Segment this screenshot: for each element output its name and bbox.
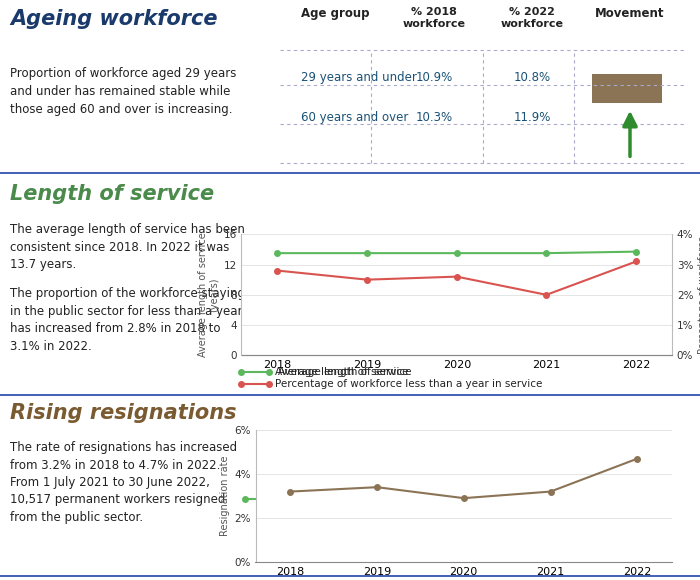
Text: Movement: Movement (595, 7, 665, 20)
Text: Ageing workforce: Ageing workforce (10, 9, 218, 29)
Text: 10.8%: 10.8% (513, 71, 551, 84)
Y-axis label: Resignation rate: Resignation rate (220, 456, 230, 536)
Text: 60 years and over: 60 years and over (301, 111, 408, 125)
Y-axis label: Average length of service
(years): Average length of service (years) (197, 233, 219, 357)
Text: Rising resignations: Rising resignations (10, 403, 237, 423)
Text: % 2018
workforce: % 2018 workforce (402, 7, 466, 28)
Text: Average length of service: Average length of service (278, 367, 412, 377)
Text: The average length of service has been
consistent since 2018. In 2022 it was
13.: The average length of service has been c… (10, 223, 246, 271)
Text: Proportion of workforce aged 29 years
and under has remained stable while
those : Proportion of workforce aged 29 years an… (10, 67, 237, 116)
Text: From 1 July 2021 to 30 June 2022,
10,517 permanent workers resigned
from the pub: From 1 July 2021 to 30 June 2022, 10,517… (10, 476, 226, 524)
Text: Percentage of workforce less than a year in service: Percentage of workforce less than a year… (275, 379, 542, 389)
Text: The proportion of the workforce staying
in the public sector for less than a yea: The proportion of the workforce staying … (10, 287, 246, 353)
Text: Age group: Age group (301, 7, 370, 20)
Text: The rate of resignations has increased
from 3.2% in 2018 to 4.7% in 2022.: The rate of resignations has increased f… (10, 441, 237, 472)
Text: 29 years and under: 29 years and under (301, 71, 417, 84)
FancyBboxPatch shape (592, 74, 662, 103)
Text: Average length of service: Average length of service (275, 367, 409, 377)
Text: 10.3%: 10.3% (415, 111, 453, 125)
Y-axis label: Percentage of workforce: Percentage of workforce (697, 235, 700, 354)
Text: 10.9%: 10.9% (415, 71, 453, 84)
Text: 11.9%: 11.9% (513, 111, 551, 125)
Text: Length of service: Length of service (10, 183, 215, 204)
Text: % 2022
workforce: % 2022 workforce (500, 7, 564, 28)
